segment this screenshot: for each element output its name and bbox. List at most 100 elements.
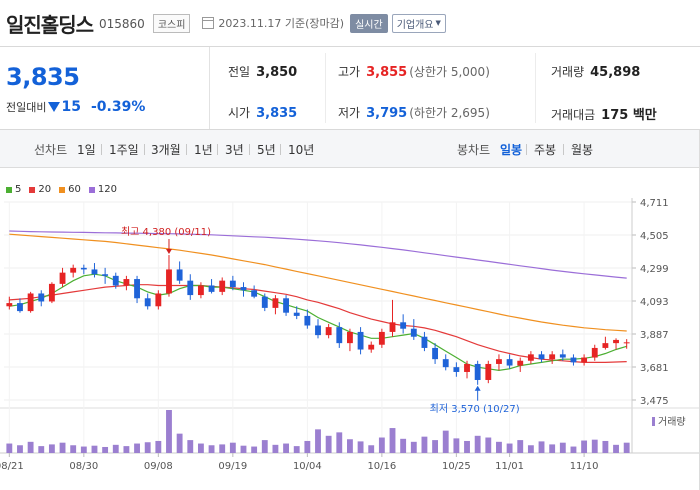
upper-limit: (상한가 5,000) [409, 65, 490, 79]
period-10y[interactable]: 10년 [288, 143, 315, 157]
x-tick-label: 09/08 [144, 461, 173, 472]
volume-bar [581, 440, 588, 453]
x-tick-label: 10/04 [293, 461, 322, 472]
volume-bar [240, 445, 247, 453]
market-badge: 코스피 [152, 13, 191, 33]
candle-body [517, 360, 524, 366]
lower-limit: (하한가 2,695) [409, 106, 490, 120]
x-tick-label: 08/30 [69, 461, 98, 472]
volume-bar [517, 440, 524, 453]
volume-legend-label: 거래량 [658, 416, 686, 428]
period-1y[interactable]: 1년 [194, 143, 213, 157]
period-bar: 선차트 1일 1주일 3개월 1년 3년 5년 10년 봉차트 일봉 주봉 월봉 [0, 130, 700, 168]
candle-body [187, 280, 194, 296]
open-price: 시가 3,835 [228, 104, 297, 121]
candle-body [6, 303, 13, 307]
candle-body [506, 359, 513, 366]
candle-body [293, 312, 300, 316]
volume-bar [272, 444, 279, 453]
volume-bar [80, 446, 87, 453]
volume-bar [559, 442, 566, 453]
ma-60-label: 60 [68, 184, 81, 195]
candle-body [112, 275, 119, 286]
realtime-button[interactable]: 실시간 [350, 13, 388, 33]
high-value: 3,855 [366, 65, 408, 80]
stock-code: 015860 [99, 17, 145, 31]
x-tick-label: 11/10 [570, 461, 599, 472]
candle-body [17, 303, 23, 312]
volume-value: 45,898 [590, 65, 641, 80]
period-1d[interactable]: 1일 [77, 143, 96, 157]
candle-body [134, 279, 140, 299]
volume-bar [389, 428, 396, 453]
x-tick-label: 08/21 [0, 461, 24, 472]
candle-weekly[interactable]: 주봉 [534, 143, 557, 157]
candle-body [613, 339, 619, 344]
candlestick-chart[interactable]: 4,711 4,505 4,299 4,093 3,887 3,681 3,475 08/21… [0, 190, 700, 490]
volume-bar [144, 442, 151, 453]
volume-bar [496, 441, 502, 453]
candle-body [91, 269, 98, 275]
open-value: 3,835 [256, 106, 298, 121]
divider [186, 144, 187, 155]
candle-body [70, 267, 77, 273]
volume-label: 거래량 [551, 65, 585, 79]
prev-label: 전일 [228, 65, 251, 79]
volume-bar [357, 441, 364, 453]
ma-legend-item: 120 [88, 184, 117, 195]
candle-body [144, 298, 151, 307]
candle-body [442, 359, 449, 368]
company-overview-button[interactable]: 기업개요 ▼ [391, 13, 446, 33]
volume-bar [229, 442, 236, 453]
volume-bar [251, 446, 258, 453]
volume-bar [613, 444, 619, 453]
candle-daily[interactable]: 일봉 [500, 143, 523, 157]
volume-bar [347, 439, 353, 453]
ma-120-label: 120 [97, 184, 117, 195]
candle-body [315, 325, 321, 336]
candle-body [591, 347, 598, 358]
ma-legend-item: 60 [59, 184, 81, 195]
period-3y[interactable]: 3년 [225, 143, 244, 157]
volume-bar [325, 435, 332, 453]
period-3m[interactable]: 3개월 [151, 143, 181, 157]
trade-amount: 거래대금 175 백만 [551, 104, 657, 123]
x-tick-label: 10/25 [442, 461, 471, 472]
volume-bar [474, 435, 481, 453]
low-value: 3,795 [366, 106, 408, 121]
volume-bar [112, 444, 119, 453]
candle-body [229, 280, 236, 288]
candle-body [251, 290, 258, 297]
candle-body [389, 322, 396, 332]
volume-bar [304, 440, 311, 453]
volume-bar [70, 445, 77, 453]
current-price: 3,835 [6, 63, 80, 91]
line-chart-title: 선차트 [34, 143, 68, 157]
volume-bar [134, 443, 140, 453]
chevron-down-icon: ▼ [435, 19, 441, 27]
period-1w[interactable]: 1주일 [109, 143, 139, 157]
y-tick-label: 3,887 [640, 330, 669, 341]
candle-body [485, 363, 492, 380]
diff-value: 15 [61, 99, 81, 115]
candle-body [102, 274, 109, 276]
period-5y[interactable]: 5년 [257, 143, 276, 157]
candle-body [559, 354, 566, 358]
swatch [29, 186, 36, 193]
candle-monthly[interactable]: 월봉 [571, 143, 594, 157]
ma-legend: 5 20 60 120 [6, 184, 117, 195]
stock-name: 일진홀딩스 [6, 12, 94, 37]
candle-body [400, 322, 407, 329]
candle-body [368, 344, 375, 350]
volume-bar [527, 445, 534, 453]
volume-bar [166, 410, 172, 453]
volume-bar [432, 440, 439, 453]
divider [101, 144, 102, 155]
y-tick-label: 3,475 [640, 396, 669, 407]
candle-body [208, 285, 215, 292]
company-overview-label: 기업개요 [396, 19, 434, 31]
current-price-box: 3,835 전일대비 15 -0.39% [0, 47, 210, 129]
volume-bar [506, 443, 513, 453]
candle-body [357, 331, 364, 350]
y-tick-label: 4,711 [640, 198, 669, 209]
